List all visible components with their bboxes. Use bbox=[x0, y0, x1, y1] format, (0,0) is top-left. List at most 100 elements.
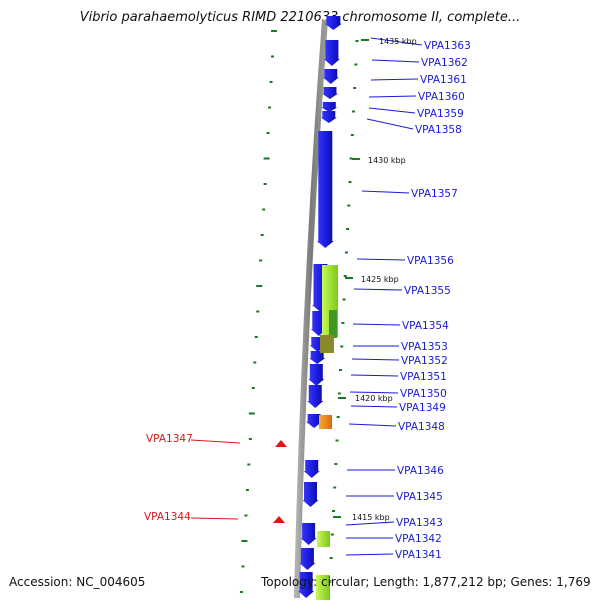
gene-label[interactable]: VPA1342 bbox=[395, 533, 442, 545]
inner-tick bbox=[330, 533, 334, 536]
outer-tick bbox=[271, 55, 275, 58]
outer-tick bbox=[256, 285, 263, 287]
inner-tick bbox=[353, 87, 357, 89]
leader-line bbox=[345, 521, 395, 526]
leader-line bbox=[371, 59, 420, 63]
leader-line bbox=[353, 288, 403, 291]
leader-line bbox=[356, 258, 406, 261]
gene-arrow bbox=[320, 111, 337, 123]
gene-label[interactable]: VPA1361 bbox=[420, 74, 467, 86]
outer-tick bbox=[260, 234, 264, 236]
pseudo-marker bbox=[275, 440, 287, 447]
major-tick bbox=[361, 39, 369, 41]
leader-line bbox=[361, 190, 410, 194]
outer-tick bbox=[241, 565, 245, 568]
scale-label: 1415 kbp bbox=[352, 513, 390, 522]
gene-arrow bbox=[303, 460, 320, 478]
gene-label[interactable]: VPA1358 bbox=[415, 124, 462, 136]
outer-tick bbox=[254, 336, 258, 338]
gene-label[interactable]: VPA1357 bbox=[411, 188, 458, 200]
outer-tick bbox=[262, 208, 266, 211]
pseudogene-label[interactable]: VPA1344 bbox=[144, 511, 191, 523]
gene-label[interactable]: VPA1341 bbox=[395, 549, 442, 561]
inner-tick bbox=[348, 181, 352, 183]
inner-tick-track bbox=[328, 39, 369, 583]
scale-label: 1420 kbp bbox=[355, 394, 393, 403]
outer-tick bbox=[269, 81, 273, 83]
outer-tick bbox=[263, 157, 270, 160]
leader-line bbox=[370, 78, 419, 81]
outer-tick bbox=[247, 463, 251, 466]
gene-label[interactable]: VPA1343 bbox=[396, 517, 443, 529]
outer-tick bbox=[266, 132, 270, 134]
gene-label[interactable]: VPA1354 bbox=[402, 320, 449, 332]
outer-tick bbox=[251, 387, 255, 389]
inner-tick bbox=[334, 463, 338, 465]
outer-tick bbox=[259, 259, 263, 262]
leader-line bbox=[352, 323, 401, 326]
outer-tick bbox=[263, 183, 267, 185]
orange-feature bbox=[319, 415, 332, 429]
gene-label[interactable]: VPA1356 bbox=[407, 255, 454, 267]
gene-label[interactable]: VPA1360 bbox=[418, 91, 465, 103]
inner-tick bbox=[349, 157, 353, 160]
gene-label[interactable]: VPA1345 bbox=[396, 491, 443, 503]
leader-line bbox=[366, 118, 414, 130]
leader-line bbox=[350, 405, 398, 408]
gene-label[interactable]: VPA1352 bbox=[401, 355, 448, 367]
outer-tick bbox=[239, 591, 243, 593]
gene-arrow bbox=[300, 523, 317, 545]
major-tick bbox=[352, 158, 360, 160]
gene-arrow bbox=[324, 16, 342, 30]
map-title: Vibrio parahaemolyticus RIMD 2210633 chr… bbox=[79, 10, 521, 25]
leader-line bbox=[348, 423, 397, 427]
inner-tick bbox=[340, 345, 344, 348]
leader-line bbox=[349, 391, 399, 394]
inner-tick bbox=[347, 204, 351, 207]
green-feature-dark bbox=[329, 310, 337, 338]
outer-tick bbox=[271, 30, 277, 32]
green-feature bbox=[317, 531, 330, 547]
gene-label[interactable]: VPA1349 bbox=[399, 402, 446, 414]
leader-line bbox=[190, 517, 239, 520]
inner-tick bbox=[339, 369, 343, 371]
leader-line bbox=[351, 358, 400, 361]
inner-tick bbox=[335, 439, 339, 442]
gene-label[interactable]: VPA1363 bbox=[424, 40, 471, 52]
inner-tick bbox=[354, 63, 358, 66]
feature-track bbox=[273, 16, 342, 600]
inner-tick bbox=[333, 486, 337, 489]
inner-tick bbox=[337, 392, 341, 395]
major-tick bbox=[333, 516, 341, 518]
olive-feature bbox=[320, 335, 334, 353]
outer-tick bbox=[248, 412, 255, 415]
gene-label[interactable]: VPA1346 bbox=[397, 465, 444, 477]
outer-tick bbox=[241, 540, 248, 542]
green-feature bbox=[316, 575, 330, 600]
gene-arrow bbox=[316, 131, 334, 248]
pseudogene-label[interactable]: VPA1347 bbox=[146, 433, 193, 445]
inner-tick bbox=[341, 322, 345, 324]
gene-label[interactable]: VPA1353 bbox=[401, 341, 448, 353]
topology-info: Topology: circular; Length: 1,877,212 bp… bbox=[261, 575, 591, 589]
gene-label[interactable]: VPA1351 bbox=[400, 371, 447, 383]
feature-labels[interactable]: 1435 kbp 1430 kbp 1425 kbp 1420 kbp 1415 kbp… bbox=[144, 37, 471, 561]
gene-label[interactable]: VPA1362 bbox=[421, 57, 468, 69]
leader-line bbox=[345, 553, 394, 556]
gene-label[interactable]: VPA1350 bbox=[400, 388, 447, 400]
leader-line bbox=[368, 107, 416, 114]
gene-arrow bbox=[306, 414, 323, 428]
leader-line bbox=[350, 374, 399, 377]
outer-tick bbox=[253, 361, 257, 364]
outer-tick bbox=[244, 514, 248, 517]
gene-label[interactable]: VPA1359 bbox=[417, 108, 464, 120]
gene-label[interactable]: VPA1355 bbox=[404, 285, 451, 297]
inner-tick bbox=[332, 510, 335, 512]
leader-line bbox=[190, 439, 241, 444]
outer-tick bbox=[268, 106, 272, 109]
inner-tick bbox=[344, 251, 348, 254]
gene-arrow bbox=[298, 572, 315, 598]
gene-label[interactable]: VPA1348 bbox=[398, 421, 445, 433]
inner-tick bbox=[343, 275, 347, 277]
